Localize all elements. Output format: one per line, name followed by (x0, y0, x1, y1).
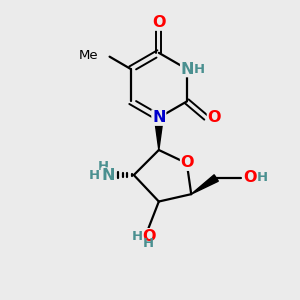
Text: N: N (152, 110, 166, 125)
Text: H: H (143, 237, 154, 250)
Text: O: O (152, 15, 166, 30)
Text: N: N (101, 168, 115, 183)
Polygon shape (154, 118, 163, 150)
Text: Me: Me (79, 49, 98, 62)
Text: O: O (181, 155, 194, 170)
Text: H: H (97, 160, 109, 173)
Text: O: O (208, 110, 221, 125)
Text: H: H (132, 230, 143, 243)
Text: H: H (194, 63, 205, 76)
Text: H: H (257, 172, 268, 184)
Text: H: H (89, 169, 100, 182)
Text: O: O (142, 229, 155, 244)
Text: N: N (181, 61, 194, 76)
Text: O: O (243, 170, 256, 185)
Polygon shape (191, 175, 218, 194)
